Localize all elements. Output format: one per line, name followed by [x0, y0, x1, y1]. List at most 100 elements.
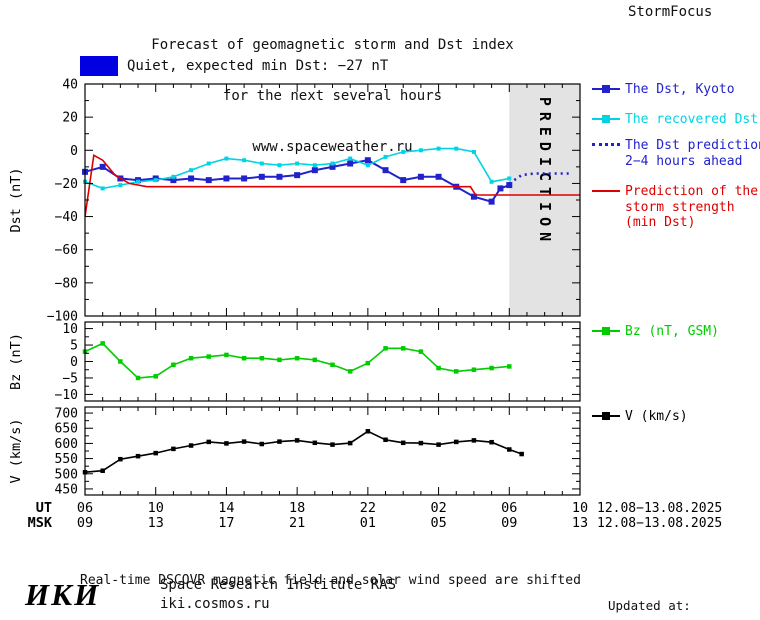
y-tick-label: 500: [55, 467, 78, 482]
series-marker: [188, 355, 194, 361]
dst-prediction-marker-icon: [592, 138, 620, 153]
series-marker: [383, 346, 388, 351]
series-marker: [276, 173, 283, 180]
legend-storm-line3: (min Dst): [625, 215, 696, 230]
series-marker: [118, 183, 123, 188]
y-tick-label: 5: [70, 339, 78, 354]
legend-prediction-line1: The Dst prediction: [625, 138, 760, 153]
panel-box: [84, 83, 581, 317]
series-marker: [471, 438, 477, 443]
msk-tick-label: 13: [148, 515, 164, 531]
y-tick-label: 0: [70, 355, 78, 370]
legend-storm-line1: Prediction of the: [625, 184, 759, 199]
dst-kyoto-marker-icon: [592, 82, 620, 97]
series-marker: [205, 177, 212, 184]
series-marker: [259, 441, 265, 447]
series-marker: [312, 163, 317, 168]
series-marker: [470, 193, 477, 200]
propagation-note: Real-time DSCOVR magnetic field and sola…: [80, 538, 581, 620]
y-axis-title: Bz (nT): [8, 333, 24, 390]
series-marker: [153, 178, 158, 183]
series-marker: [400, 440, 406, 446]
series-marker: [118, 456, 123, 462]
series-marker: [383, 437, 388, 443]
series-marker: [488, 198, 495, 205]
series-marker: [418, 148, 423, 153]
ut-tick-label: 14: [218, 500, 234, 516]
msk-tick-label: 01: [360, 515, 376, 531]
page-title: Forecast of geomagnetic storm and Dst in…: [85, 3, 580, 190]
legend-bz-label: Bz (nT, GSM): [625, 324, 719, 339]
status-row: Quiet, expected min Dst: −27 nT: [80, 56, 388, 76]
series-marker: [153, 450, 158, 456]
recovered-dst-marker-icon: [592, 112, 620, 127]
title-line-2: for the next several hours: [222, 88, 443, 104]
legend-dst-kyoto: The Dst, Kyoto: [592, 82, 735, 98]
msk-tick-label: 13: [572, 515, 588, 531]
series-marker: [99, 163, 106, 170]
ut-tick-label: 18: [289, 500, 305, 516]
msk-tick-label: 09: [501, 515, 517, 531]
series-marker: [171, 362, 176, 368]
panel-dst: PREDICTION 40 20 0 −20 −40 −60 −80 −100 Dst (nT): [8, 78, 581, 325]
panel-box: [84, 406, 581, 496]
series-marker: [347, 369, 353, 374]
series-marker: [100, 186, 105, 191]
series-marker: [153, 374, 158, 379]
series-marker: [471, 367, 477, 372]
series-marker: [364, 157, 371, 164]
series-marker: [347, 440, 353, 446]
series-marker: [329, 163, 336, 170]
y-axis-title: V (km/s): [8, 418, 24, 483]
series-marker: [382, 167, 389, 174]
brand-stormfocus: StormFocus: [628, 4, 713, 20]
y-tick-label: −60: [55, 243, 78, 258]
series-marker: [206, 354, 211, 359]
y-tick-label: −40: [55, 210, 78, 225]
series-marker: [277, 163, 282, 168]
series-marker: [294, 355, 300, 361]
series-marker: [436, 146, 441, 151]
date-range-ut: 12.08−13.08.2025: [597, 501, 722, 516]
y-tick-label: 20: [62, 111, 78, 126]
series-marker: [497, 185, 504, 192]
ut-tick-label: 22: [360, 500, 376, 516]
institute-site: iki.cosmos.ru: [160, 596, 270, 612]
series-marker: [311, 167, 318, 174]
series-marker: [365, 429, 371, 434]
series-marker: [471, 149, 476, 154]
ut-tick-label: 10: [148, 500, 164, 516]
series-marker: [259, 161, 264, 166]
y-axis-title: Dst (nT): [8, 167, 24, 232]
series-marker: [277, 357, 282, 363]
v-marker-icon: [592, 409, 620, 424]
status-color-box: [80, 56, 118, 76]
series-marker: [330, 442, 335, 447]
y-tick-label: −5: [62, 371, 78, 386]
legend-bz: Bz (nT, GSM): [592, 324, 719, 340]
y-tick-label: 40: [62, 78, 78, 93]
series-marker: [330, 161, 335, 166]
series-line: [84, 154, 580, 217]
series-marker: [489, 439, 494, 445]
series-marker: [170, 177, 177, 184]
y-tick-label: −100: [47, 310, 78, 325]
ut-tick-label: 02: [430, 500, 446, 516]
series-marker: [506, 182, 513, 189]
legend-recovered-dst: The recovered Dst: [592, 112, 758, 128]
y-tick-label: −80: [55, 276, 78, 291]
y-tick-label: 10: [62, 322, 78, 337]
series-marker: [365, 360, 371, 366]
series-line: [84, 430, 522, 473]
legend-storm-line2: storm strength: [625, 199, 735, 215]
series-marker: [401, 149, 406, 154]
series-marker: [206, 161, 211, 166]
bz-marker-icon: [592, 324, 620, 339]
y-tick-label: 600: [55, 437, 78, 452]
y-tick-label: 0: [70, 144, 78, 159]
updated-at-label: Updated at:: [608, 598, 691, 613]
series-marker: [242, 158, 247, 163]
